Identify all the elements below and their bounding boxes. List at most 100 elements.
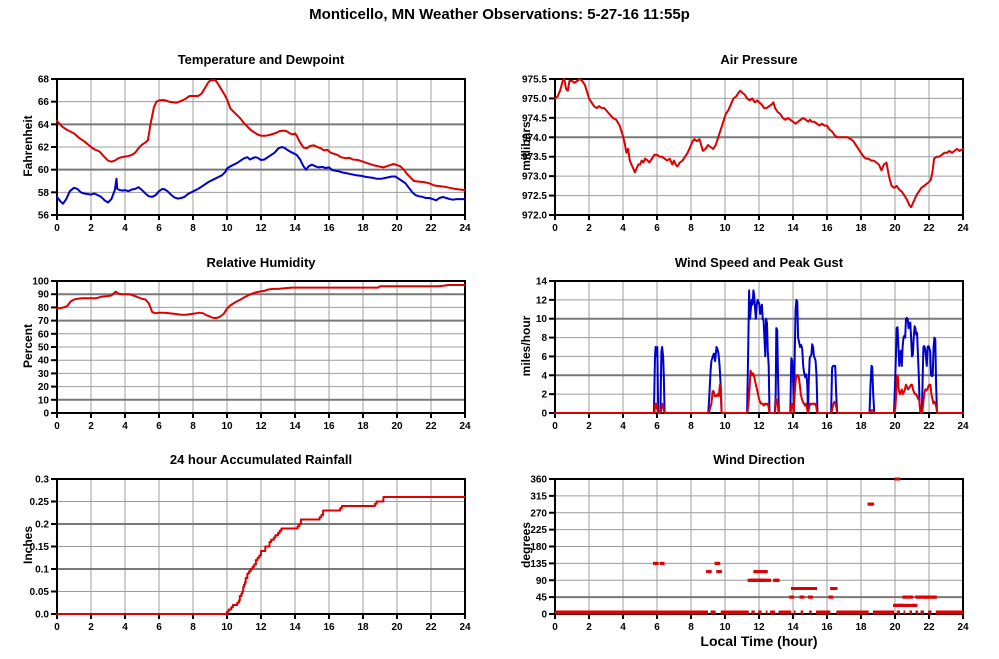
svg-text:68: 68 — [38, 75, 50, 86]
svg-text:24: 24 — [957, 223, 969, 234]
svg-text:180: 180 — [530, 542, 547, 553]
svg-text:64: 64 — [38, 120, 50, 131]
svg-text:972.5: 972.5 — [522, 191, 547, 202]
svg-text:14: 14 — [536, 277, 548, 288]
svg-text:16: 16 — [821, 421, 833, 432]
svg-text:40: 40 — [38, 356, 50, 367]
grid-lines — [555, 479, 963, 614]
svg-text:360: 360 — [530, 475, 547, 486]
svg-text:22: 22 — [923, 622, 935, 633]
svg-text:225: 225 — [530, 525, 547, 536]
svg-text:18: 18 — [855, 223, 867, 234]
svg-text:4: 4 — [620, 421, 626, 432]
svg-text:8: 8 — [190, 622, 196, 633]
svg-text:18: 18 — [855, 622, 867, 633]
svg-text:6: 6 — [541, 352, 547, 363]
svg-text:4: 4 — [122, 223, 128, 234]
svg-text:12: 12 — [753, 622, 765, 633]
tick-labels: 0 2 4 6 8 10 12 14 16 18 20 22 240459013518022527031… — [530, 475, 969, 634]
tick-labels: 0 2 4 6 8 10 12 14 16 18 20 22 24972.0972.5973.0973.… — [522, 75, 969, 235]
svg-text:58: 58 — [38, 188, 50, 199]
svg-text:45: 45 — [536, 593, 548, 604]
svg-text:12: 12 — [255, 223, 267, 234]
svg-text:12: 12 — [536, 295, 548, 306]
svg-text:0.1: 0.1 — [35, 565, 49, 576]
svg-text:22: 22 — [425, 223, 437, 234]
plot-border — [56, 478, 466, 615]
svg-text:10: 10 — [719, 622, 731, 633]
series-dewpoint — [56, 146, 466, 205]
plot-border — [56, 280, 466, 414]
svg-text:2: 2 — [586, 421, 592, 432]
svg-text:24: 24 — [459, 223, 471, 234]
svg-text:20: 20 — [889, 622, 901, 633]
tick-marks — [549, 78, 964, 220]
svg-text:14: 14 — [289, 223, 301, 234]
series-temperature — [56, 79, 466, 192]
svg-text:2: 2 — [88, 421, 94, 432]
svg-text:16: 16 — [323, 622, 335, 633]
tick-marks — [549, 280, 964, 418]
svg-text:6: 6 — [654, 421, 660, 432]
svg-text:4: 4 — [541, 371, 547, 382]
svg-text:90: 90 — [536, 576, 548, 587]
svg-text:90: 90 — [38, 290, 50, 301]
svg-text:315: 315 — [530, 491, 547, 502]
svg-text:8: 8 — [190, 223, 196, 234]
svg-text:8: 8 — [688, 421, 694, 432]
plot-border — [554, 280, 964, 414]
accumulated-rainfall-plot: 0 2 4 6 8 10 12 14 16 18 20 22 240.00.050.10.150.20.… — [30, 475, 471, 634]
svg-text:14: 14 — [289, 421, 301, 432]
svg-text:4: 4 — [620, 622, 626, 633]
svg-text:0: 0 — [541, 409, 547, 420]
svg-text:66: 66 — [38, 97, 50, 108]
svg-text:6: 6 — [156, 622, 162, 633]
svg-text:10: 10 — [536, 314, 548, 325]
svg-text:0: 0 — [552, 223, 558, 234]
svg-text:0: 0 — [541, 610, 547, 621]
svg-text:6: 6 — [156, 421, 162, 432]
svg-text:10: 10 — [221, 223, 233, 234]
svg-text:0: 0 — [54, 223, 60, 234]
svg-text:974.0: 974.0 — [522, 133, 547, 144]
chart-title-wind-direction: Wind Direction — [713, 452, 805, 467]
svg-text:2: 2 — [586, 622, 592, 633]
svg-text:0: 0 — [552, 622, 558, 633]
svg-text:6: 6 — [654, 622, 660, 633]
svg-text:0: 0 — [54, 421, 60, 432]
svg-text:135: 135 — [530, 559, 547, 570]
svg-text:12: 12 — [255, 421, 267, 432]
svg-text:62: 62 — [38, 143, 50, 154]
svg-text:16: 16 — [821, 223, 833, 234]
chart-title-accumulated-rainfall: 24 hour Accumulated Rainfall — [169, 452, 353, 467]
svg-text:50: 50 — [38, 343, 50, 354]
series-wind-speed — [554, 369, 964, 414]
svg-text:24: 24 — [957, 622, 969, 633]
svg-text:14: 14 — [787, 421, 799, 432]
chart-title-temperature-dewpoint: Temperature and Dewpoint — [177, 52, 345, 67]
plot-border — [56, 78, 466, 216]
svg-text:0.3: 0.3 — [35, 475, 49, 486]
svg-text:12: 12 — [255, 622, 267, 633]
svg-text:20: 20 — [391, 223, 403, 234]
svg-text:20: 20 — [889, 223, 901, 234]
svg-text:60: 60 — [38, 329, 50, 340]
svg-text:6: 6 — [654, 223, 660, 234]
svg-text:0.05: 0.05 — [30, 587, 50, 598]
chart-title-air-pressure: Air Pressure — [720, 52, 798, 67]
svg-text:20: 20 — [889, 421, 901, 432]
page-title: Monticello, MN Weather Observations: 5-2… — [309, 6, 690, 23]
svg-text:18: 18 — [357, 223, 369, 234]
svg-text:22: 22 — [923, 223, 935, 234]
svg-text:14: 14 — [787, 622, 799, 633]
svg-text:18: 18 — [357, 622, 369, 633]
svg-text:30: 30 — [38, 369, 50, 380]
series-rainfall — [56, 496, 466, 615]
svg-text:0.0: 0.0 — [35, 610, 49, 621]
svg-text:100: 100 — [32, 277, 49, 288]
tick-labels: 0 2 4 6 8 10 12 14 16 18 20 22 240102030405060708090… — [32, 277, 471, 433]
chart-title-wind-speed-gust: Wind Speed and Peak Gust — [674, 255, 844, 270]
svg-text:2: 2 — [586, 223, 592, 234]
